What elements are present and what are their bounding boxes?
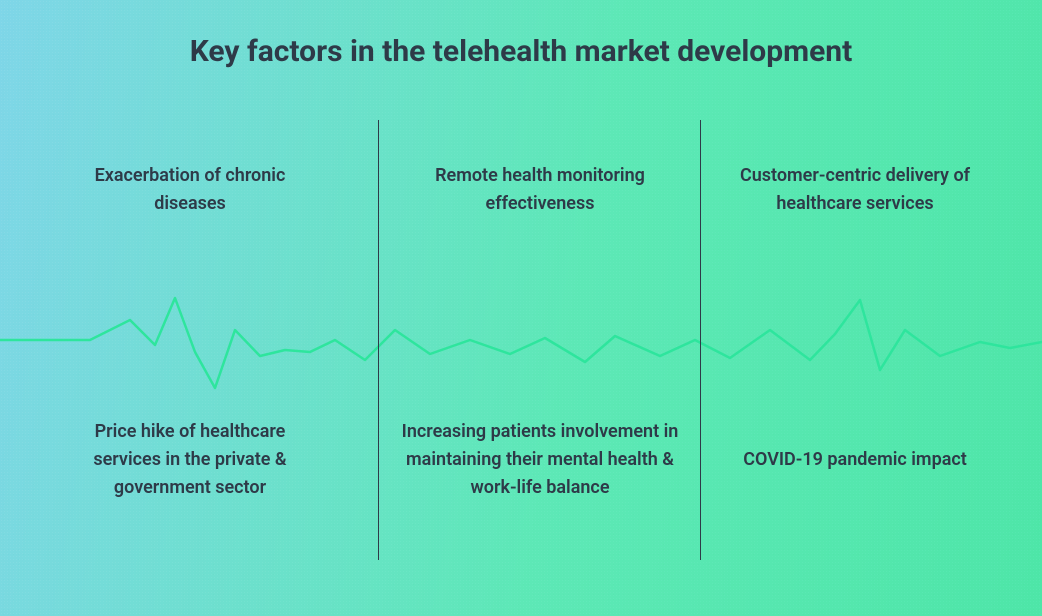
noise-overlay xyxy=(0,0,1042,616)
factor-text: Remote health monitoring effectiveness xyxy=(400,162,680,218)
factor-cell-6: COVID-19 pandemic impact xyxy=(730,400,980,520)
infographic-canvas: Key factors in the telehealth market dev… xyxy=(0,0,1042,616)
factor-text: COVID-19 pandemic impact xyxy=(730,446,980,474)
vertical-divider-1 xyxy=(378,120,379,560)
factor-text: Exacerbation of chronic diseases xyxy=(60,162,320,218)
heartbeat-line xyxy=(0,270,1042,410)
factor-cell-1: Exacerbation of chronic diseases xyxy=(60,130,320,250)
factor-text: Price hike of healthcare services in the… xyxy=(60,418,320,502)
factor-cell-5: Increasing patients involvement in maint… xyxy=(400,400,680,520)
vertical-divider-2 xyxy=(700,120,701,560)
factor-cell-3: Customer-centric delivery of healthcare … xyxy=(730,130,980,250)
page-title: Key factors in the telehealth market dev… xyxy=(0,34,1042,69)
factor-cell-2: Remote health monitoring effectiveness xyxy=(400,130,680,250)
factor-cell-4: Price hike of healthcare services in the… xyxy=(60,400,320,520)
factor-text: Customer-centric delivery of healthcare … xyxy=(730,162,980,218)
factor-text: Increasing patients involvement in maint… xyxy=(400,418,680,502)
